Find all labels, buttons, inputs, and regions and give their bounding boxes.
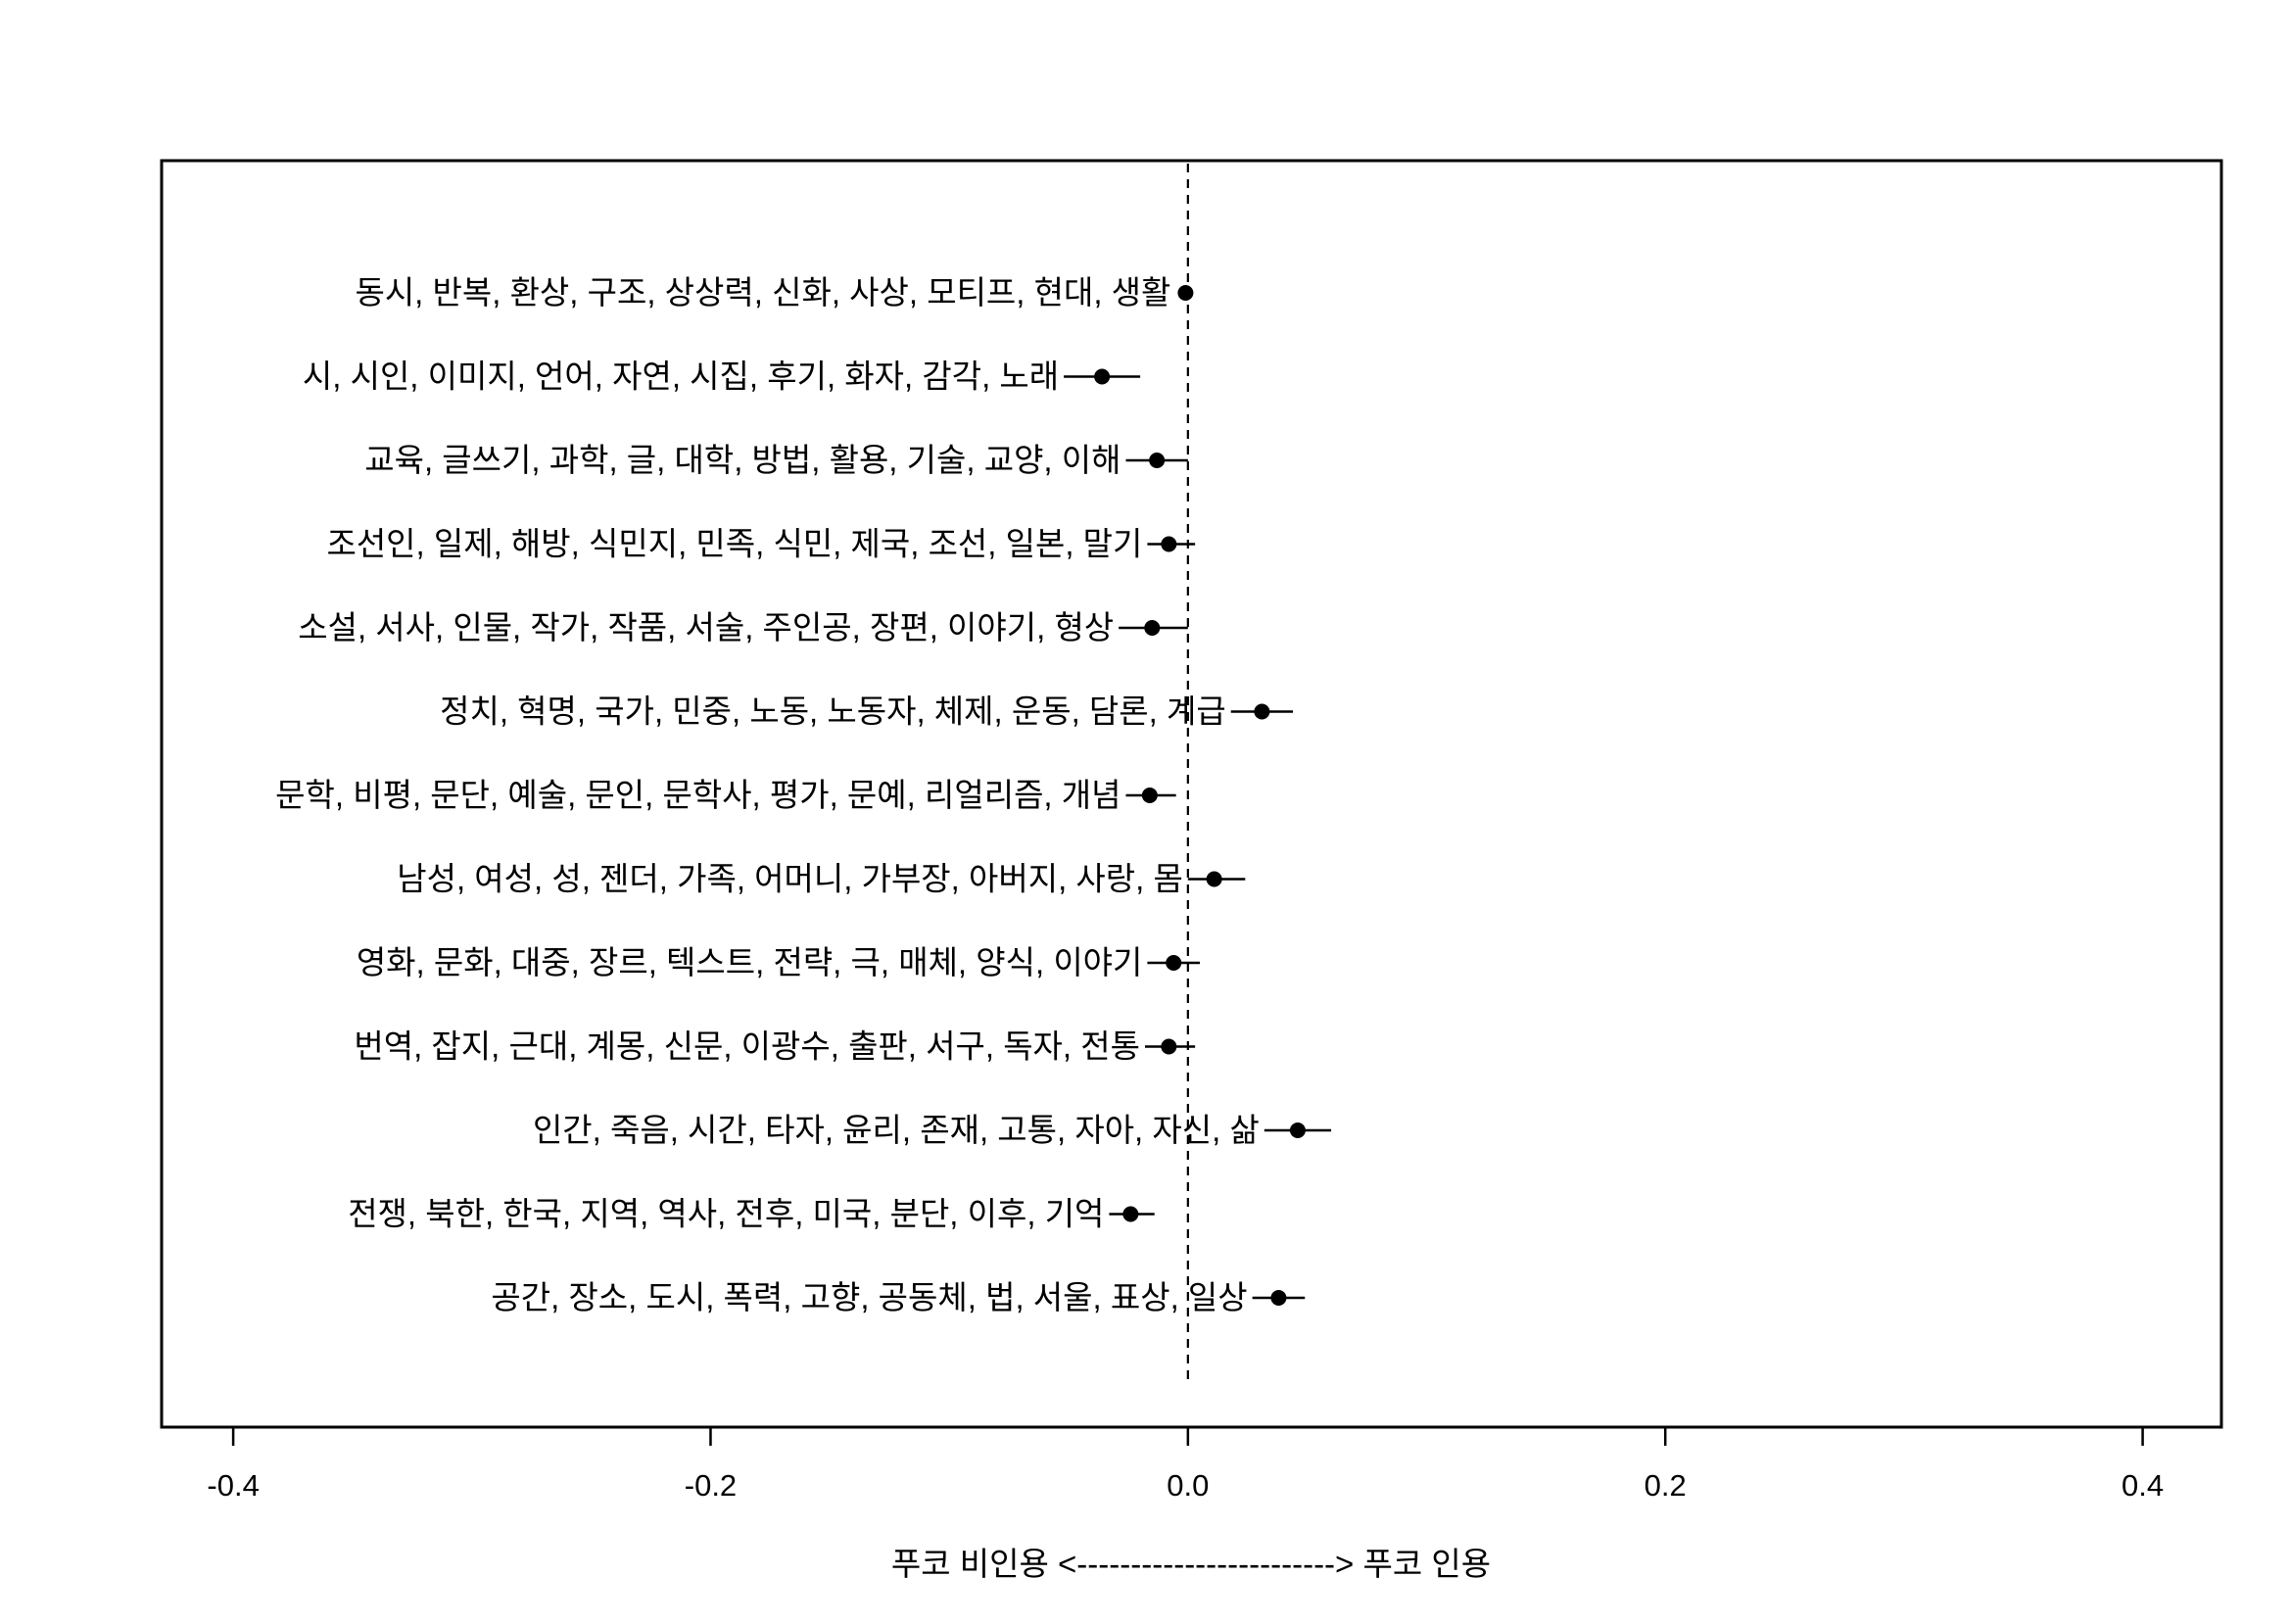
- x-tick-label: -0.2: [685, 1468, 737, 1503]
- topic-estimate-point: [1094, 368, 1111, 385]
- topic-label: 문학, 비평, 문단, 예술, 문인, 문학사, 평가, 문예, 리얼리즘, 개…: [275, 777, 1121, 813]
- topic-label: 번역, 잡지, 근대, 계몽, 신문, 이광수, 출판, 서구, 독자, 전통: [354, 1028, 1140, 1065]
- topic-estimate-point: [1161, 536, 1177, 552]
- topic-label: 조선인, 일제, 해방, 식민지, 민족, 식민, 제국, 조선, 일본, 말기: [326, 526, 1142, 562]
- topic-estimate-point: [1254, 703, 1270, 720]
- topic-label: 교육, 글쓰기, 과학, 글, 대학, 방법, 활용, 기술, 교양, 이해: [364, 442, 1121, 478]
- topic-estimate-point: [1141, 788, 1158, 803]
- chart-marks: 동시, 반복, 환상, 구조, 상상력, 신화, 사상, 모티프, 현대, 생활…: [275, 164, 1332, 1383]
- topic-label: 인간, 죽음, 시간, 타자, 윤리, 존재, 고통, 자아, 자신, 삶: [533, 1112, 1260, 1148]
- topic-label: 시, 시인, 이미지, 언어, 자연, 시집, 후기, 화자, 감각, 노래: [303, 358, 1059, 395]
- topic-label: 남성, 여성, 성, 젠더, 가족, 어머니, 가부장, 아버지, 사랑, 몸: [397, 861, 1183, 897]
- x-tick-label: 0.0: [1167, 1468, 1209, 1503]
- topic-estimate-point: [1289, 1122, 1306, 1138]
- x-axis-title: 푸코 비인용 <------------------------> 푸코 인용: [891, 1546, 1491, 1582]
- topic-estimate-point: [1149, 453, 1166, 468]
- x-axis: -0.4 -0.2 0.0 0.2 0.4: [207, 1427, 2164, 1503]
- x-tick-label: 0.4: [2122, 1468, 2164, 1503]
- topic-label: 전쟁, 북한, 한국, 지역, 역사, 전후, 미국, 분단, 이후, 기억: [348, 1196, 1104, 1232]
- plot-frame: [160, 159, 2223, 1429]
- topic-label: 동시, 반복, 환상, 구조, 상상력, 신화, 사상, 모티프, 현대, 생활: [355, 274, 1170, 310]
- topic-label: 영화, 문화, 대중, 장르, 텍스트, 전략, 극, 매체, 양식, 이야기: [357, 944, 1143, 980]
- topic-label: 소설, 서사, 인물, 작가, 작품, 서술, 주인공, 장편, 이야기, 형상: [298, 609, 1114, 645]
- x-tick-label: -0.4: [207, 1468, 259, 1503]
- topic-estimate-point: [1144, 620, 1161, 636]
- topic-estimate-point: [1161, 1038, 1177, 1055]
- topic-estimate-point: [1270, 1290, 1287, 1306]
- topic-label: 정치, 혁명, 국가, 민중, 노동, 노동자, 체제, 운동, 담론, 계급: [440, 693, 1226, 730]
- topic-estimate-point: [1166, 955, 1182, 971]
- topic-label: 공간, 장소, 도시, 폭력, 고향, 공동체, 법, 서울, 표상, 일상: [491, 1279, 1247, 1315]
- topic-estimate-point: [1177, 285, 1194, 301]
- topic-estimate-point: [1206, 871, 1222, 887]
- x-tick-label: 0.2: [1645, 1468, 1687, 1503]
- topic-estimate-point: [1122, 1206, 1139, 1222]
